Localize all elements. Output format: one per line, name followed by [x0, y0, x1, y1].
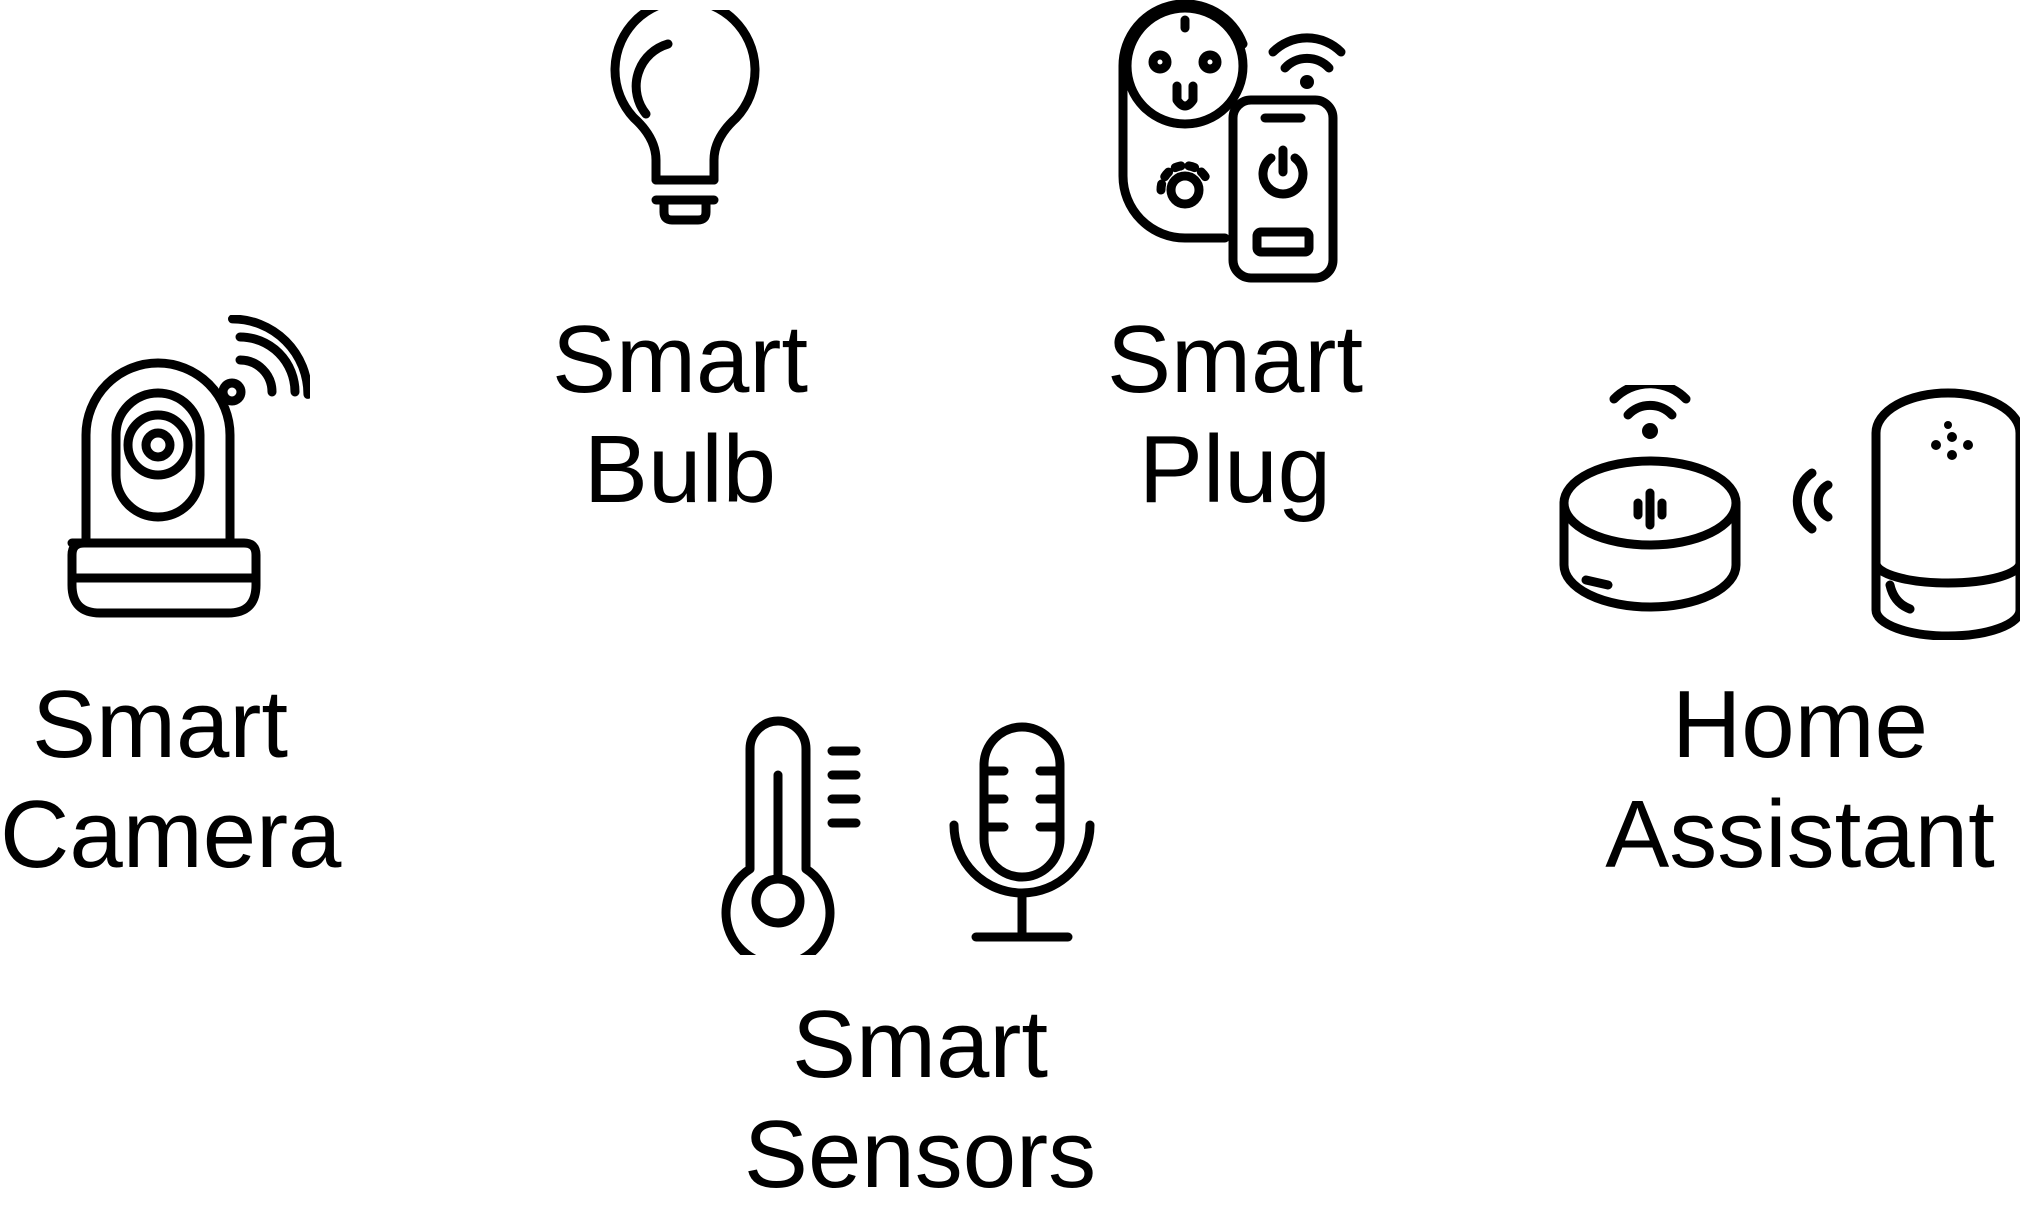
home-assistant-label-line2: Assistant — [1605, 781, 1995, 888]
smart-bulb-label-line1: Smart — [551, 306, 809, 413]
smart-speaker-icon — [1550, 385, 2020, 640]
light-bulb-icon — [610, 10, 760, 230]
smart-camera-label-line2: Camera — [0, 781, 342, 888]
smart-camera-label: Smart Camera — [0, 670, 342, 890]
smart-sensors-label-line2: Sensors — [743, 1101, 1097, 1208]
home-assistant-label: Home Assistant — [1600, 670, 2000, 890]
smart-plug-label-line2: Plug — [1138, 416, 1332, 523]
smart-bulb-label: Smart Bulb — [530, 305, 830, 525]
thermometer-microphone-icon — [720, 715, 1140, 955]
smart-bulb-label-line2: Bulb — [583, 416, 777, 523]
smart-plug-label: Smart Plug — [1085, 305, 1385, 525]
smart-sensors-label-line1: Smart — [791, 991, 1049, 1098]
smart-camera-label-line1: Smart — [31, 671, 289, 778]
security-camera-icon — [60, 315, 310, 625]
smart-sensors-label: Smart Sensors — [730, 990, 1110, 1210]
home-assistant-label-line1: Home — [1671, 671, 1929, 778]
smart-plug-label-line1: Smart — [1106, 306, 1364, 413]
smart-plug-icon — [1115, 0, 1355, 285]
